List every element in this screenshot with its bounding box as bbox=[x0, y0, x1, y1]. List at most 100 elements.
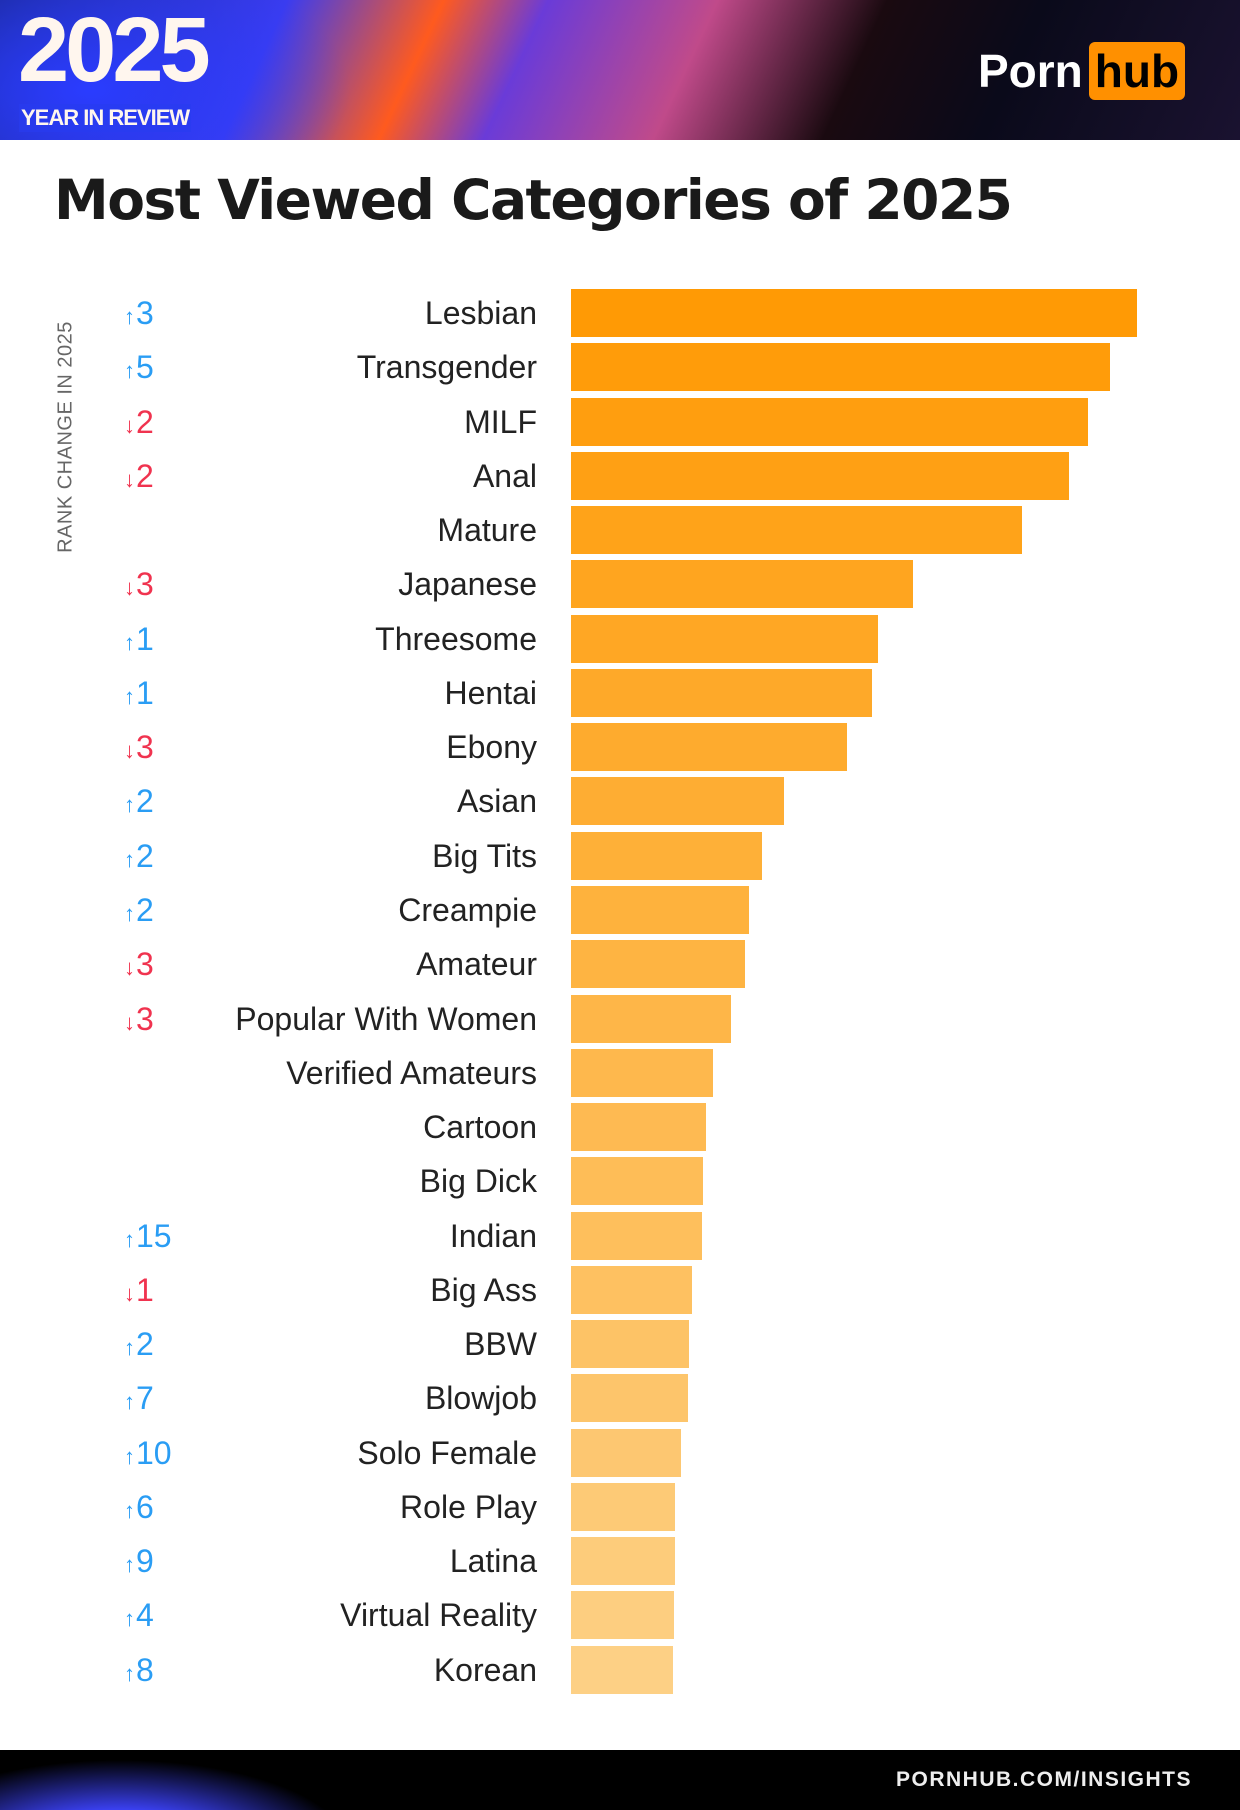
logo-text-left: Porn bbox=[978, 45, 1083, 97]
bar bbox=[571, 885, 749, 934]
bar bbox=[571, 777, 784, 826]
rank-change: ↑2 bbox=[124, 774, 154, 832]
arrow-up-icon: ↑ bbox=[124, 792, 135, 818]
rank-change-value: 2 bbox=[136, 403, 154, 440]
category-label: Big Dick bbox=[419, 1163, 537, 1200]
rank-change-value: 6 bbox=[136, 1488, 154, 1525]
category-label: Latina bbox=[449, 1543, 537, 1580]
rank-change-value: 15 bbox=[136, 1217, 172, 1254]
rank-change-value: 3 bbox=[136, 566, 154, 603]
insights-link[interactable]: PORNHUB.COM/INSIGHTS bbox=[895, 1768, 1192, 1791]
category-label: Transgender bbox=[356, 349, 537, 386]
arrow-up-icon: ↑ bbox=[124, 1335, 135, 1361]
category-label: Amateur bbox=[416, 946, 537, 983]
bar-row: Big Dick bbox=[0, 1154, 1240, 1208]
category-label: Virtual Reality bbox=[340, 1597, 537, 1634]
arrow-down-icon: ↓ bbox=[124, 1009, 135, 1035]
bar bbox=[571, 289, 1137, 337]
category-label: Popular With Women bbox=[235, 1000, 537, 1037]
bar bbox=[571, 1048, 714, 1097]
arrow-up-icon: ↑ bbox=[124, 1443, 135, 1469]
rank-change: ↓3 bbox=[124, 937, 154, 995]
category-label: Blowjob bbox=[424, 1380, 537, 1417]
arrow-up-icon: ↑ bbox=[124, 1497, 135, 1523]
bar bbox=[571, 668, 872, 717]
bar-row: ↑15 Indian bbox=[0, 1209, 1240, 1263]
arrow-down-icon: ↓ bbox=[124, 955, 135, 981]
category-label: Big Tits bbox=[432, 837, 537, 874]
arrow-down-icon: ↓ bbox=[124, 575, 135, 601]
rank-change-value: 3 bbox=[136, 1000, 154, 1037]
category-label: Indian bbox=[449, 1217, 537, 1254]
bar-row: ↑2 Creampie bbox=[0, 883, 1240, 937]
rank-change-value: 9 bbox=[136, 1543, 154, 1580]
rank-change-value: 2 bbox=[136, 783, 154, 820]
arrow-up-icon: ↑ bbox=[124, 1660, 135, 1686]
arrow-down-icon: ↓ bbox=[124, 412, 135, 438]
rank-change: ↑6 bbox=[124, 1480, 154, 1538]
bar bbox=[571, 506, 1022, 555]
rank-change: ↑4 bbox=[124, 1588, 154, 1646]
bar-row: ↑2 Asian bbox=[0, 774, 1240, 828]
bar bbox=[571, 1537, 676, 1586]
bar-row: ↓3 Popular With Women bbox=[0, 992, 1240, 1046]
bar bbox=[571, 831, 762, 880]
bar-row: ↓2 MILF bbox=[0, 395, 1240, 449]
bar bbox=[571, 723, 848, 772]
year-logo: 2025 bbox=[18, 0, 211, 101]
category-label: Lesbian bbox=[424, 295, 537, 331]
bar bbox=[571, 994, 731, 1043]
bar-row: ↑6 Role Play bbox=[0, 1480, 1240, 1534]
bar-row: ↓3 Ebony bbox=[0, 720, 1240, 774]
footer: PORNHUB.COM/INSIGHTS bbox=[0, 1750, 1240, 1810]
year-in-review-label: YEAR IN REVIEW bbox=[19, 104, 192, 132]
rank-change: ↓3 bbox=[124, 720, 154, 778]
bar-row: Mature bbox=[0, 503, 1240, 557]
rank-change: ↑15 bbox=[124, 1209, 172, 1267]
rank-change: ↑9 bbox=[124, 1534, 154, 1592]
chart-title: Most Viewed Categories of 2025 bbox=[54, 168, 1013, 232]
category-label: Big Ass bbox=[430, 1271, 537, 1308]
brand-logo[interactable]: Porn hub bbox=[978, 42, 1186, 100]
category-label: Ebony bbox=[446, 729, 537, 766]
bar bbox=[571, 1320, 689, 1369]
bar-row: ↑5 Transgender bbox=[0, 340, 1240, 394]
rank-change: ↑7 bbox=[124, 1371, 154, 1429]
arrow-up-icon: ↑ bbox=[124, 1389, 135, 1415]
category-label: Role Play bbox=[400, 1488, 537, 1525]
arrow-down-icon: ↓ bbox=[124, 466, 135, 492]
rank-change: ↓2 bbox=[124, 449, 154, 507]
bar-row: ↑7 Blowjob bbox=[0, 1371, 1240, 1425]
category-label: Asian bbox=[456, 783, 537, 820]
rank-change: ↑3 bbox=[124, 286, 154, 344]
arrow-up-icon: ↑ bbox=[124, 1226, 135, 1252]
bar-row: ↑9 Latina bbox=[0, 1534, 1240, 1588]
category-label: Anal bbox=[472, 457, 537, 494]
rank-change-value: 1 bbox=[136, 674, 154, 711]
arrow-up-icon: ↑ bbox=[124, 1606, 135, 1632]
rank-change-value: 3 bbox=[136, 295, 154, 331]
rank-change-value: 2 bbox=[136, 457, 154, 494]
bar-row: ↑2 BBW bbox=[0, 1317, 1240, 1371]
bar-row: ↑1 Hentai bbox=[0, 666, 1240, 720]
bar-row: ↓1 Big Ass bbox=[0, 1263, 1240, 1317]
rank-change: ↑2 bbox=[124, 829, 154, 887]
category-label: Mature bbox=[437, 512, 537, 549]
bar-row: ↑2 Big Tits bbox=[0, 829, 1240, 883]
bar-row: ↑3 Lesbian bbox=[0, 286, 1240, 340]
category-label: BBW bbox=[464, 1326, 537, 1363]
bar bbox=[571, 343, 1111, 392]
bar bbox=[571, 1428, 681, 1477]
bar-row: ↓3 Amateur bbox=[0, 937, 1240, 991]
bar bbox=[571, 451, 1070, 500]
rank-change-value: 3 bbox=[136, 729, 154, 766]
bar-row: ↓3 Japanese bbox=[0, 557, 1240, 611]
rank-change: ↓3 bbox=[124, 557, 154, 615]
category-label: Hentai bbox=[444, 674, 538, 711]
bar bbox=[571, 1157, 703, 1206]
bar-row: ↓2 Anal bbox=[0, 449, 1240, 503]
rank-change-value: 5 bbox=[136, 349, 154, 386]
rank-change: ↓2 bbox=[124, 395, 154, 453]
category-label: Korean bbox=[433, 1651, 537, 1688]
arrow-up-icon: ↑ bbox=[124, 629, 135, 655]
